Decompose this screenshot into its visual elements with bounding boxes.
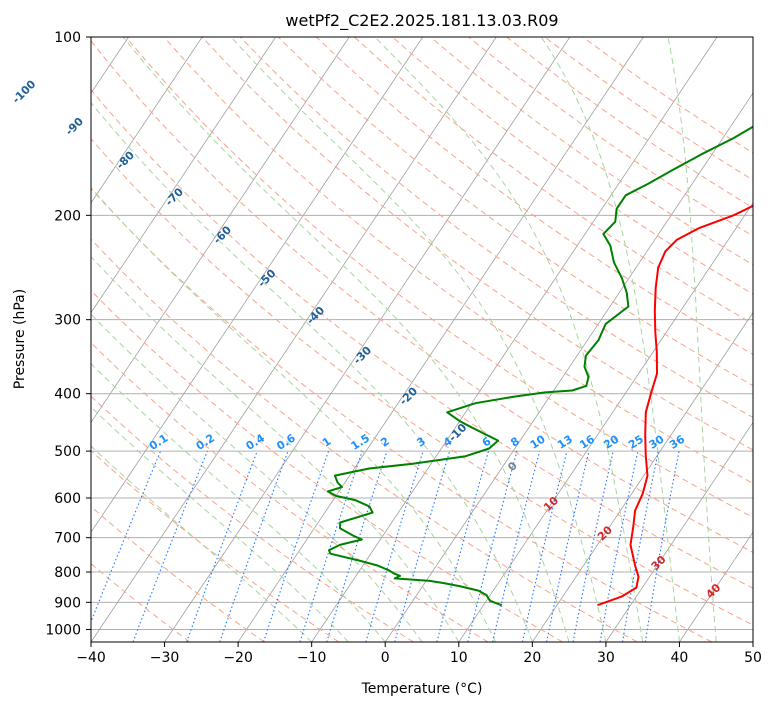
y-tick-label: 600 (54, 491, 81, 507)
dewpoint-trace (326, 125, 753, 607)
mixing-ratio-line (219, 450, 289, 642)
x-tick-label: −40 (76, 650, 106, 666)
moist-adiabat-line (374, 37, 644, 642)
x-tick-label: 20 (523, 650, 541, 666)
moist-adiabats (91, 37, 717, 642)
mixing-ratio-line (365, 450, 424, 642)
isotherm-line (384, 92, 753, 642)
mixing-ratio-line (91, 450, 162, 624)
x-tick-label: −10 (297, 650, 327, 666)
isotherm-line (311, 37, 718, 642)
isotherm-line (458, 202, 753, 642)
isotherm-line (91, 37, 277, 314)
mixing-ratio-line (436, 450, 490, 642)
y-tick-label: 1000 (45, 622, 81, 638)
x-tick-label: −30 (150, 650, 180, 666)
x-tick-label: 40 (671, 650, 689, 666)
isotherm-line (91, 37, 424, 533)
dry-adiabat-line (315, 37, 753, 355)
mixing-ratio-lines (91, 450, 680, 642)
x-tick-label: 10 (450, 650, 468, 666)
moist-adiabat-line (91, 313, 423, 642)
dry-adiabat-line (91, 342, 489, 642)
dry-adiabat-line (277, 37, 753, 387)
x-tick-label: 30 (597, 650, 615, 666)
y-tick-label: 800 (54, 565, 81, 581)
x-tick-label: 50 (744, 650, 762, 666)
temperature-trace (597, 204, 753, 607)
moist-adiabat-line (91, 255, 460, 642)
isotherm-line (164, 37, 571, 642)
moist-adiabat-line (540, 37, 680, 642)
y-tick-label: 900 (54, 595, 81, 611)
isotherm-line (237, 37, 644, 642)
moist-adiabat-line (122, 37, 570, 642)
mixing-ratio-line (299, 450, 363, 642)
dry-adiabats (91, 37, 753, 642)
mixing-ratio-line (262, 450, 330, 642)
y-axis-ticks: 100 200 300 400 500 600 700 800 900 1000 (45, 30, 91, 638)
moist-adiabat-line (230, 37, 607, 642)
isotherm-line (91, 37, 350, 424)
x-tick-label: 0 (381, 650, 390, 666)
dry-adiabat-line (91, 187, 713, 642)
mixing-ratio-line (394, 450, 451, 642)
y-tick-label: 700 (54, 531, 81, 547)
isotherm-line (532, 311, 753, 642)
plot-frame (90, 36, 754, 643)
x-axis-title: Temperature (°C) (361, 681, 483, 697)
grid-lines (91, 37, 753, 642)
mixing-ratio-line (326, 450, 388, 642)
y-tick-label: 100 (54, 30, 81, 46)
moist-adiabat-line (91, 101, 533, 642)
mixing-ratio-line (546, 450, 590, 642)
moist-adiabat-line (91, 445, 313, 642)
dry-adiabat-line (91, 505, 265, 642)
mixing-ratio-line (186, 450, 258, 642)
mixing-ratio-line (521, 450, 568, 642)
mixing-ratio-line (132, 450, 208, 642)
moist-adiabat-line (91, 362, 386, 642)
y-tick-label: 500 (54, 444, 81, 460)
mixing-ratio-line (467, 450, 518, 642)
y-axis-title: Pressure (hPa) (12, 289, 28, 389)
isotherm-line (679, 531, 753, 642)
y-tick-label: 400 (54, 387, 81, 403)
x-tick-label: −20 (223, 650, 253, 666)
chart-title: wetPf2_C2E2.2025.181.13.03.R09 (285, 11, 558, 31)
y-tick-label: 200 (54, 208, 81, 224)
y-tick-label: 300 (54, 313, 81, 329)
dry-adiabat-line (91, 289, 563, 642)
moist-adiabat-line (667, 37, 717, 642)
dry-adiabat-line (91, 88, 753, 589)
dry-adiabat-line (91, 40, 753, 553)
dry-adiabat-line (91, 138, 753, 626)
dry-adiabat-line (91, 238, 638, 642)
moist-adiabat-line (91, 186, 497, 642)
sounding-traces (326, 125, 753, 607)
isotherm-line (605, 421, 753, 642)
dry-adiabat-line (239, 37, 753, 418)
isotherm-line (91, 37, 203, 204)
x-axis-ticks: −40 −30 −20 −10 0 10 20 30 40 50 (76, 642, 762, 666)
isotherm-line (91, 37, 497, 642)
dry-adiabat-line (392, 37, 753, 295)
mixing-ratio-line (492, 450, 541, 642)
